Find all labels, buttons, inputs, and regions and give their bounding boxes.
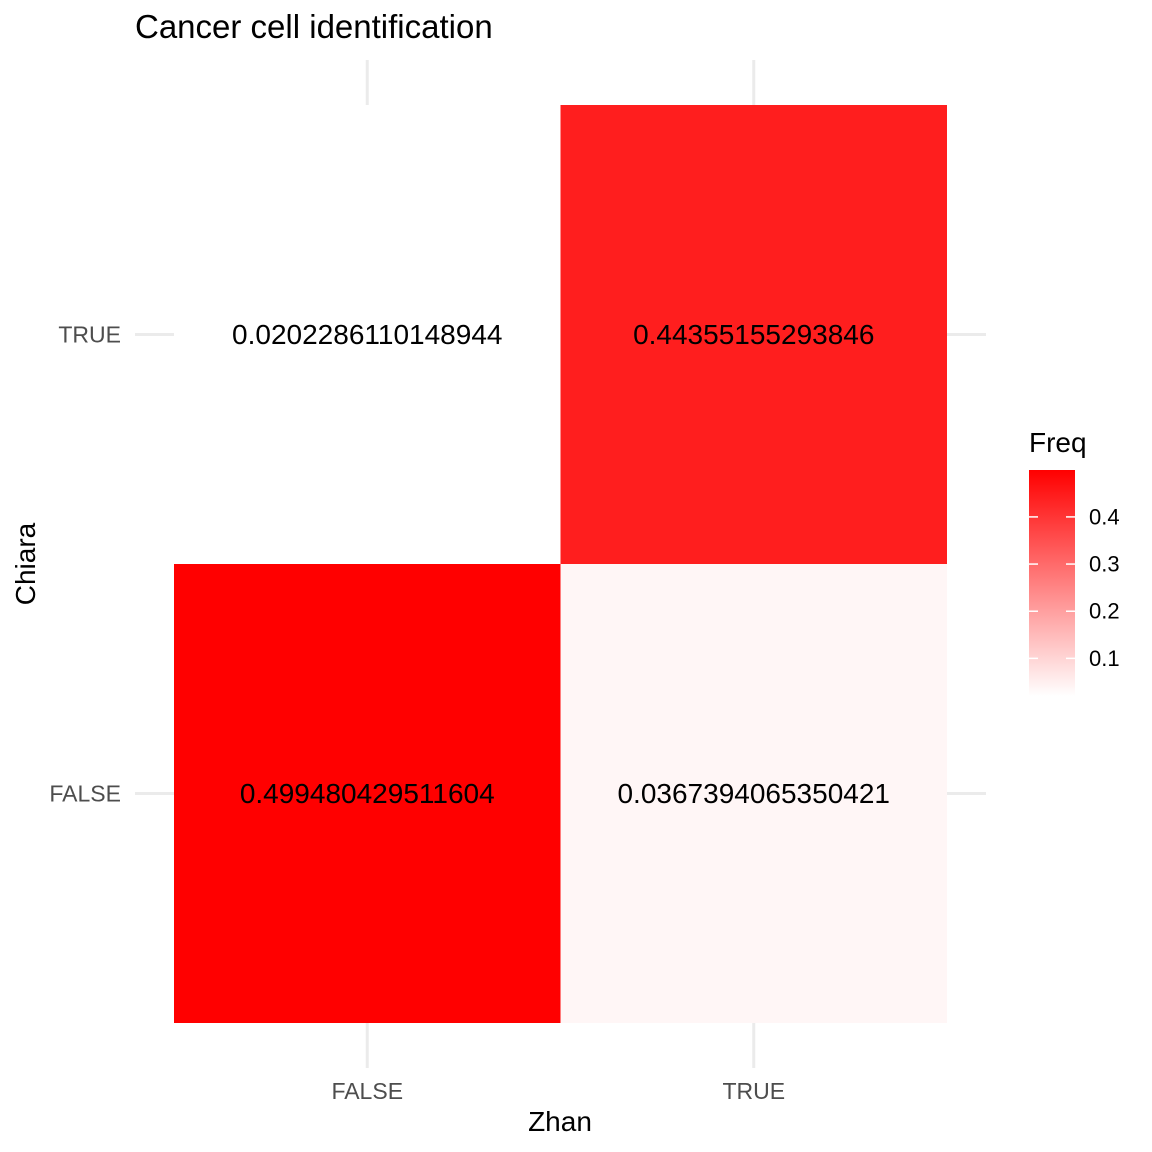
cell-value-label: 0.44355155293846	[633, 319, 874, 350]
x-axis-title: Zhan	[528, 1106, 592, 1137]
heatmap-cell	[174, 564, 561, 1023]
cell-value-label: 0.499480429511604	[240, 778, 495, 809]
legend-colorbar	[1029, 470, 1075, 696]
legend-tick-label: 0.2	[1089, 599, 1120, 624]
legend-tick-label: 0.1	[1089, 646, 1120, 671]
cell-value-label: 0.0367394065350421	[617, 778, 890, 809]
x-tick-label: TRUE	[722, 1078, 785, 1104]
y-tick-label: TRUE	[58, 322, 121, 348]
legend-title: Freq	[1029, 427, 1087, 458]
y-axis-title: Chiara	[10, 522, 41, 605]
cell-value-label: 0.0202286110148944	[232, 319, 502, 350]
legend-tick-label: 0.3	[1089, 552, 1120, 577]
heatmap-cell	[560, 564, 947, 1023]
heatmap-cell	[174, 105, 561, 564]
chart-title: Cancer cell identification	[135, 8, 493, 45]
cell-labels: 0.0202286110148944 0.44355155293846 0.4994…	[232, 319, 890, 809]
color-legend: Freq 0.1 0.2 0.3 0.4	[1029, 427, 1120, 696]
x-tick-label: FALSE	[331, 1078, 403, 1104]
legend-ticks: 0.1 0.2 0.3 0.4	[1029, 504, 1120, 671]
heatmap-cells	[174, 105, 947, 1023]
y-tick-label: FALSE	[49, 781, 121, 807]
axis-tick-labels: FALSE TRUE FALSE TRUE	[49, 322, 785, 1105]
legend-tick-label: 0.4	[1089, 504, 1120, 529]
heatmap-cell	[560, 105, 947, 564]
